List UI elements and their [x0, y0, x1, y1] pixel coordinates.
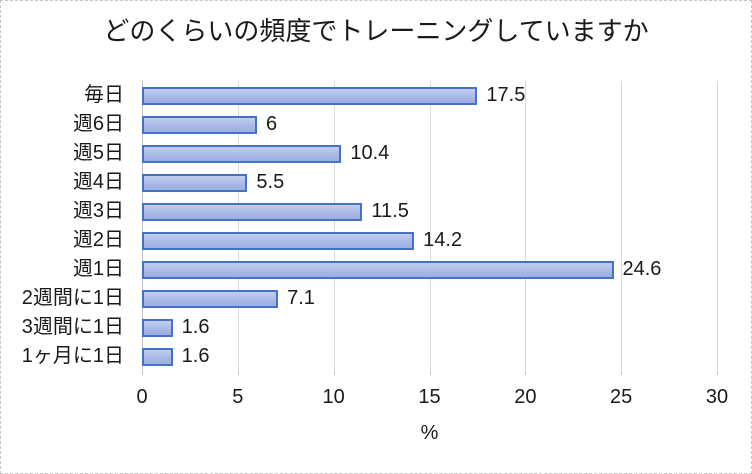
category-label: 週2日: [72, 229, 124, 251]
bar: [142, 202, 363, 221]
bar-value-label: 5.5: [256, 171, 285, 193]
axis-tick: [621, 371, 623, 375]
bar: [142, 231, 415, 250]
category-axis-line: [142, 81, 143, 375]
gridline: [621, 81, 623, 371]
category-label: 3週間に1日: [21, 316, 124, 338]
axis-tick: [142, 371, 143, 375]
bar-value-label: 6: [266, 113, 278, 135]
category-label: 週1日: [72, 258, 124, 280]
bar-value-label: 1.6: [181, 345, 210, 367]
gridline: [717, 81, 718, 371]
bar-value-label: 11.5: [371, 200, 409, 222]
bar-value-label: 17.5: [486, 84, 526, 106]
bar-value-label: 7.1: [287, 287, 315, 309]
category-label: 毎日: [84, 84, 124, 106]
bar: [142, 115, 257, 134]
bar-value-label: 10.4: [350, 142, 390, 164]
category-axis-labels: 毎日週6日週5日週4日週3日週2日週1日 2週間に1日 3週間に1日 1ヶ月に1日: [1, 81, 124, 371]
bar-value-label: 24.6: [622, 258, 662, 280]
bar: [142, 86, 478, 105]
axis-tick: [333, 371, 335, 375]
chart-title: どのくらいの頻度でトレーニングしていますか: [103, 16, 649, 46]
x-tick-label: 20: [514, 386, 537, 408]
gridline: [429, 81, 431, 371]
category-label: 週5日: [72, 142, 124, 164]
bar: [142, 347, 173, 366]
bar-value-label: 14.2: [423, 229, 463, 251]
x-tick-label: 15: [418, 386, 441, 408]
gridline: [525, 81, 527, 371]
bar: [142, 144, 342, 163]
category-label: 週6日: [72, 113, 124, 135]
bar: [142, 289, 279, 308]
axis-tick: [717, 371, 718, 375]
category-label: 週4日: [72, 171, 124, 193]
bar: [142, 173, 248, 192]
x-tick-label: 5: [232, 386, 244, 408]
category-label: 週3日: [72, 200, 124, 222]
gridline: [237, 81, 239, 371]
x-tick-label: 25: [610, 386, 633, 408]
bar: [142, 260, 614, 279]
category-label: 2週間に1日: [21, 287, 124, 309]
axis-tick: [429, 371, 431, 375]
category-label: 1ヶ月に1日: [21, 345, 124, 367]
axis-tick: [525, 371, 527, 375]
bar: [142, 318, 173, 337]
axis-tick: [237, 371, 239, 375]
x-tick-label: 30: [705, 386, 729, 408]
x-tick-label: 0: [136, 386, 148, 408]
gridline: [333, 81, 335, 371]
x-tick-label: 10: [322, 386, 345, 408]
plot-area: 17.5 6 10.4 5.5 11.5 14.2 24.6 7.1 1.6 1.6: [142, 81, 718, 375]
x-axis-title: %: [420, 422, 439, 444]
bar-value-label: 1.6: [181, 316, 210, 338]
